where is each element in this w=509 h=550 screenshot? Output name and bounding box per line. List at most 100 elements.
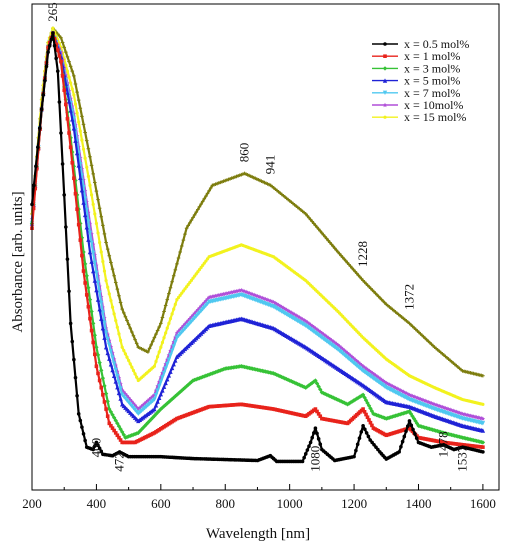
data-point-3-68 xyxy=(139,427,144,432)
data-point-4-46 xyxy=(103,345,109,350)
data-point-7-24 xyxy=(69,81,73,85)
data-point-8-178 xyxy=(315,225,319,230)
data-point-8-33 xyxy=(83,130,87,135)
data-point-7-50 xyxy=(110,305,115,309)
data-point-8-39 xyxy=(93,180,97,185)
data-point-6-75 xyxy=(150,394,155,399)
data-point-8-34 xyxy=(84,138,89,143)
data-point-7-79 xyxy=(157,350,161,354)
data-point-4-44 xyxy=(100,325,106,331)
data-point-7-44 xyxy=(101,259,105,264)
data-point-7-89 xyxy=(173,302,177,306)
data-point-3-38 xyxy=(90,321,96,326)
data-point-4-39 xyxy=(92,278,98,283)
data-point-8-284 xyxy=(481,373,485,378)
data-point-1-151 xyxy=(302,455,306,460)
data-point-5-76 xyxy=(152,397,157,402)
data-point-5-42 xyxy=(97,290,102,296)
x-tick-label-600: 600 xyxy=(151,496,171,511)
data-point-7-35 xyxy=(86,174,90,178)
data-point-3-59 xyxy=(124,434,130,440)
peak-label-472: 472 xyxy=(112,452,127,472)
data-point-2-206 xyxy=(361,407,365,411)
data-point-1-161 xyxy=(318,442,323,446)
data-point-4-82 xyxy=(161,384,167,389)
data-point-8-22 xyxy=(65,55,70,59)
legend-marker-5 xyxy=(382,90,388,95)
data-point-7-37 xyxy=(89,193,94,197)
data-point-3-113 xyxy=(211,370,217,375)
data-point-1-8 xyxy=(44,64,49,69)
data-point-2-210 xyxy=(367,418,371,422)
data-point-7-63 xyxy=(131,368,136,373)
data-point-7-36 xyxy=(88,183,92,187)
data-point-8-89 xyxy=(173,268,178,272)
data-point-1-191 xyxy=(374,445,378,449)
series-1 xyxy=(30,31,485,464)
data-point-5-87 xyxy=(169,348,175,354)
series-2 xyxy=(30,31,485,449)
data-point-8-90 xyxy=(175,262,179,266)
data-point-8-176 xyxy=(312,221,316,226)
legend-entry-7: x = 15 mol% xyxy=(404,110,466,124)
data-point-3-44 xyxy=(100,375,106,381)
data-point-8-23 xyxy=(67,59,71,64)
data-point-5-55 xyxy=(118,386,123,391)
data-point-8-19 xyxy=(60,40,65,45)
data-point-4-78 xyxy=(155,399,160,404)
data-point-1-192 xyxy=(376,447,380,452)
data-point-4-40 xyxy=(94,287,99,293)
data-point-1-205 xyxy=(399,444,403,449)
data-point-7-53 xyxy=(115,325,119,329)
data-point-2-29 xyxy=(76,222,81,227)
data-point-8-41 xyxy=(96,197,100,202)
data-point-3-52 xyxy=(113,418,118,423)
data-point-7-82 xyxy=(162,336,166,340)
data-point-1-18 xyxy=(60,162,65,166)
data-point-2-22 xyxy=(65,116,70,121)
data-point-7-87 xyxy=(170,312,174,316)
data-point-4-35 xyxy=(86,237,91,242)
data-point-1-41 xyxy=(97,446,102,451)
data-point-1-159 xyxy=(315,431,319,436)
data-point-8-177 xyxy=(313,223,318,228)
data-point-7-60 xyxy=(127,358,131,363)
data-point-1-208 xyxy=(404,429,408,434)
data-point-4-42 xyxy=(97,306,102,312)
data-point-2-209 xyxy=(365,415,370,420)
data-point-2-27 xyxy=(73,191,78,196)
data-point-1-150 xyxy=(300,459,305,464)
legend-entry-5: x = 7 mol% xyxy=(404,86,460,100)
data-point-8-79 xyxy=(157,325,162,329)
data-point-1-32 xyxy=(83,438,87,443)
data-point-1-11 xyxy=(49,37,54,42)
data-point-5-89 xyxy=(173,339,178,345)
peak-label-1228: 1228 xyxy=(355,241,370,267)
data-point-8-100 xyxy=(191,215,195,220)
data-point-2-283 xyxy=(481,445,485,449)
data-point-1-39 xyxy=(94,440,99,445)
x-tick-label-1000: 1000 xyxy=(277,496,303,511)
data-point-4-33 xyxy=(82,212,88,218)
data-point-6-71 xyxy=(144,399,149,405)
data-point-3-49 xyxy=(108,409,114,415)
data-point-7-28 xyxy=(75,111,79,115)
data-point-1-3 xyxy=(35,145,40,150)
data-point-5-78 xyxy=(155,388,160,393)
data-point-8-53 xyxy=(115,287,120,291)
data-point-8-74 xyxy=(149,343,153,347)
data-point-8-63 xyxy=(131,333,136,338)
x-tick-label-1200: 1200 xyxy=(341,496,367,511)
data-point-7-57 xyxy=(122,348,126,353)
data-point-4-36 xyxy=(87,249,93,255)
data-point-5-84 xyxy=(165,362,170,367)
data-point-8-62 xyxy=(130,330,134,334)
data-point-2-26 xyxy=(72,176,76,181)
data-point-1-12 xyxy=(51,31,55,35)
data-point-7-30 xyxy=(78,129,82,133)
data-point-6-68 xyxy=(139,404,144,409)
data-point-2-207 xyxy=(362,410,367,414)
data-point-7-64 xyxy=(133,372,137,376)
legend-entry-1: x = 0.5 mol% xyxy=(404,37,469,51)
